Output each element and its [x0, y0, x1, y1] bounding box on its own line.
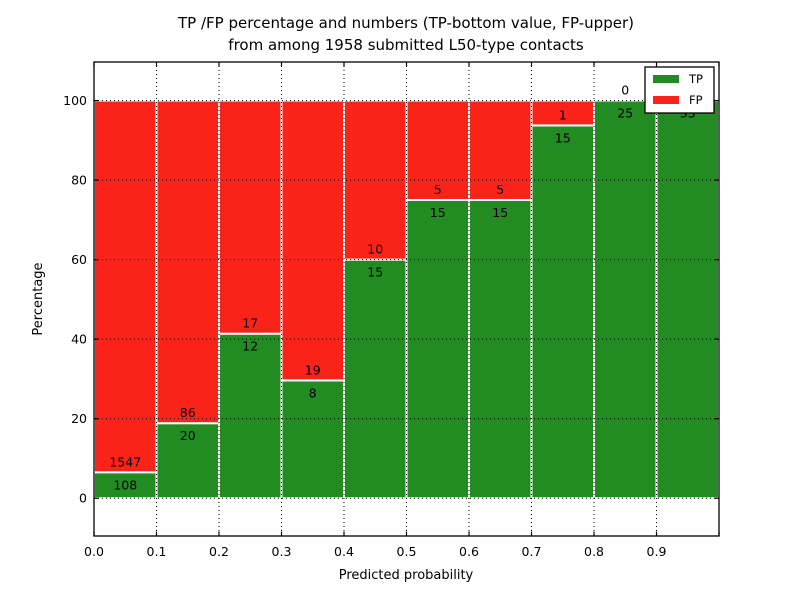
legend: TP FP	[644, 66, 715, 114]
chart-title-line2: from among 1958 submitted L50-type conta…	[228, 36, 584, 54]
bar-tp-segment	[530, 124, 595, 500]
x-tick-label: 0.3	[272, 544, 292, 559]
bar-tp-segment	[343, 258, 408, 500]
bar-tp-segment	[593, 99, 658, 500]
fp-count-label: 0	[621, 83, 629, 98]
tp-count-label: 15	[555, 130, 571, 145]
bar-tp-segment	[218, 332, 283, 500]
legend-fp-swatch	[653, 96, 679, 104]
fp-count-label: 5	[434, 182, 442, 197]
y-tick-label: 80	[71, 173, 87, 188]
bar-fp-segment	[343, 99, 408, 261]
x-tick-label: 0.0	[84, 544, 104, 559]
tp-count-label: 15	[367, 265, 383, 280]
x-tick-label: 0.9	[647, 544, 667, 559]
bar-tp-segment	[655, 99, 720, 500]
y-tick-label: 0	[79, 491, 87, 506]
y-tick-label: 20	[71, 411, 87, 426]
x-axis-label: Predicted probability	[339, 568, 474, 583]
tp-count-label: 20	[180, 428, 196, 443]
x-tick-label: 0.8	[584, 544, 604, 559]
tp-count-label: 12	[242, 339, 258, 354]
y-tick-label: 40	[71, 332, 87, 347]
grid-layer	[94, 62, 719, 536]
tp-count-label: 8	[309, 385, 317, 400]
legend-box	[644, 66, 715, 114]
tp-count-label: 108	[113, 477, 137, 492]
x-tick-label: 0.2	[209, 544, 229, 559]
bar-fp-segment	[280, 99, 345, 382]
tp-count-label: 25	[617, 106, 633, 121]
bar-fp-segment	[218, 99, 283, 335]
bar-fp-segment	[530, 99, 595, 127]
bar-tp-segment	[468, 198, 533, 500]
x-tick-label: 0.5	[397, 544, 417, 559]
bar-fp-segment	[155, 99, 220, 425]
y-tick-label: 60	[71, 252, 87, 267]
chart-title-line1: TP /FP percentage and numbers (TP-bottom…	[177, 14, 634, 32]
fp-count-label: 86	[180, 405, 196, 420]
legend-label-fp: FP	[689, 93, 703, 107]
tp-count-label: 15	[492, 205, 508, 220]
tick-labels-layer: 0.0 0.1 0.2 0.3 0.4 0.5 0.6 0.7 0.8 0.9 0 20 40 60 80 1…	[63, 93, 666, 559]
y-tick-label: 100	[63, 93, 87, 108]
legend-tp-swatch	[653, 75, 679, 83]
fp-count-label: 19	[305, 362, 321, 377]
bars-layer	[93, 99, 720, 500]
fp-count-label: 10	[367, 242, 383, 257]
x-tick-label: 0.7	[522, 544, 542, 559]
fp-count-label: 17	[242, 316, 258, 331]
bar-fp-segment	[93, 99, 158, 474]
legend-label-tp: TP	[688, 72, 703, 86]
bar-fp-segment	[468, 99, 533, 201]
x-tick-label: 0.6	[459, 544, 479, 559]
x-tick-label: 0.1	[147, 544, 167, 559]
bar-fp-segment	[405, 99, 470, 201]
tp-count-label: 15	[430, 205, 446, 220]
plot-border	[93, 61, 720, 537]
fp-count-label: 5	[496, 182, 504, 197]
bar-tp-segment	[155, 422, 220, 500]
y-axis-label: Percentage	[31, 262, 46, 335]
x-tick-label: 0.4	[334, 544, 354, 559]
fp-count-label: 1547	[109, 454, 141, 469]
bar-tp-segment	[93, 471, 158, 500]
bar-tp-segment	[405, 198, 470, 500]
fp-count-label: 1	[559, 107, 567, 122]
